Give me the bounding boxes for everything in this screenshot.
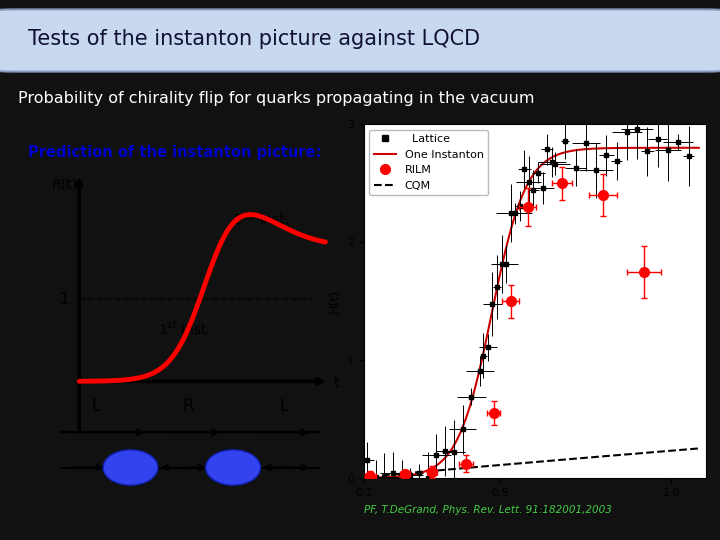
Text: R(t): R(t): [52, 178, 78, 192]
CQM: [397, 470, 405, 477]
One Instanton: [600, 145, 609, 152]
Text: L: L: [280, 397, 289, 415]
X-axis label: t  [fm]: t [fm]: [515, 503, 554, 516]
Line: One Instanton: One Instanton: [360, 148, 698, 478]
Text: Probability of chirality flip for quarks propagating in the vacuum: Probability of chirality flip for quarks…: [18, 91, 534, 106]
CQM: [600, 453, 609, 460]
Text: R: R: [183, 397, 194, 415]
CQM: [602, 453, 611, 460]
CQM: [569, 456, 577, 462]
Text: 2$^{\rm nd}$ inst.: 2$^{\rm nd}$ inst.: [233, 210, 289, 228]
CQM: [466, 464, 474, 471]
One Instanton: [602, 145, 611, 151]
Ellipse shape: [103, 450, 158, 485]
CQM: [356, 474, 364, 481]
Text: t: t: [334, 376, 340, 390]
Legend:   Lattice, One Instanton, RILM, CQM: Lattice, One Instanton, RILM, CQM: [369, 130, 488, 195]
Text: PF, T.DeGrand, Phys. Rev. Lett. 91:182001,2003: PF, T.DeGrand, Phys. Rev. Lett. 91:18200…: [364, 505, 611, 515]
One Instanton: [694, 145, 703, 151]
CQM: [694, 445, 703, 451]
One Instanton: [490, 298, 498, 305]
Text: Prediction of the instanton picture:: Prediction of the instanton picture:: [28, 145, 321, 159]
Line: CQM: CQM: [360, 448, 698, 477]
Text: 1: 1: [59, 292, 68, 307]
One Instanton: [356, 475, 364, 481]
Text: Tests of the instanton picture against LQCD: Tests of the instanton picture against L…: [28, 29, 480, 49]
Text: L: L: [91, 397, 101, 415]
One Instanton: [466, 401, 474, 408]
FancyBboxPatch shape: [0, 9, 720, 72]
Text: 1$^{\rm st}$ inst.: 1$^{\rm st}$ inst.: [158, 320, 211, 338]
One Instanton: [569, 147, 577, 154]
Ellipse shape: [206, 450, 261, 485]
One Instanton: [397, 473, 405, 480]
CQM: [490, 462, 498, 469]
Y-axis label: H(t): H(t): [328, 289, 341, 313]
